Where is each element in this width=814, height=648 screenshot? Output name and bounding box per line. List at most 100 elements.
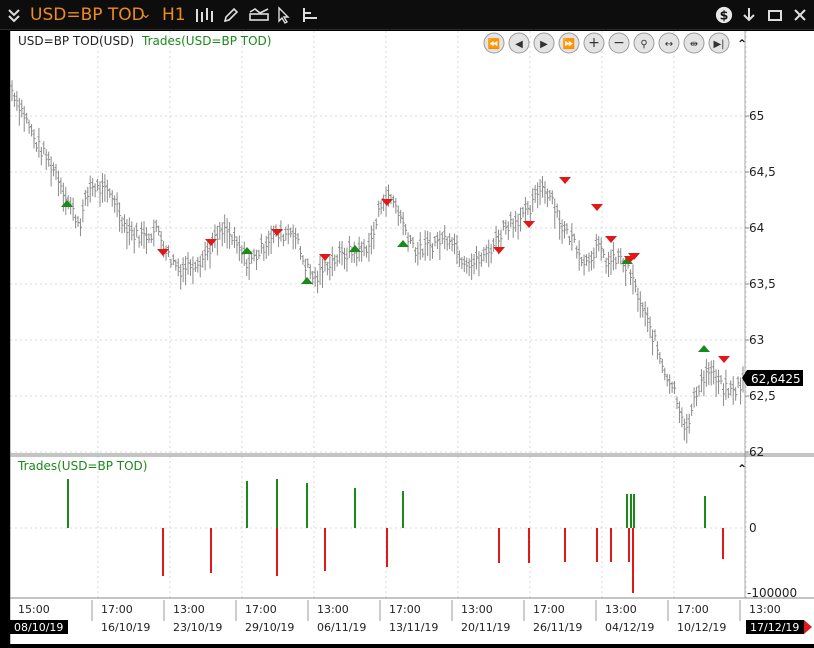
buy-marker[interactable] [698,345,710,352]
price-bar [179,264,183,290]
price-bar [709,360,713,386]
x-date-label-current: 17/12/19 [750,621,799,634]
price-bar [685,413,689,444]
price-bar [673,381,677,394]
price-bar [543,181,547,204]
price-bar [702,370,706,397]
price-bar [267,230,271,256]
price-bar [176,258,180,277]
collapse-subpanel-icon[interactable]: ⌃ [737,462,747,476]
download-arrow-icon[interactable] [741,6,757,24]
first-icon[interactable]: ⏪ [483,32,505,54]
price-bar [17,97,21,126]
price-bar [220,222,224,247]
price-chart[interactable]: USD=BP TOD(USD) Trades(USD=BP TOD) Trade… [9,31,814,644]
chevron-down-icon[interactable] [6,6,22,24]
price-bar [394,198,398,214]
price-bar [88,175,92,203]
price-bar [245,259,249,276]
price-bar [10,80,14,102]
price-bar [206,242,210,261]
price-bar [338,241,342,264]
price-bar [570,223,574,251]
price-bar [132,227,136,254]
price-bar [113,195,117,213]
sell-marker[interactable] [271,229,283,236]
zoom-fit-icon[interactable]: ⚲ [633,32,655,54]
buy-marker[interactable] [349,245,361,252]
price-bar [330,246,334,277]
price-bar [223,214,227,244]
price-bar [663,367,667,381]
price-bar [616,248,620,264]
buy-marker[interactable] [397,240,409,247]
price-bar [668,374,672,394]
x-date-label: 13/11/19 [389,621,438,634]
layout-icon[interactable] [300,6,320,24]
sell-marker[interactable] [718,356,730,363]
prev-icon[interactable]: ◀ [508,32,530,54]
next-icon[interactable]: ▶ [533,32,555,54]
last-icon[interactable]: ⏩ [558,32,580,54]
price-bar [333,254,337,272]
price-bar [477,251,481,277]
price-bar [399,209,403,224]
collapse-panel-icon[interactable]: ⌃ [737,37,747,51]
buy-marker[interactable] [301,277,313,284]
buy-marker[interactable] [61,200,73,207]
price-bar [548,189,552,201]
timeframe-label[interactable]: H1 [162,5,186,25]
symbol-dropdown-icon[interactable]: ⌄ [140,6,152,22]
price-bar [127,217,131,246]
end-icon[interactable]: ▶| [708,32,730,54]
price-bar [64,186,68,215]
sell-marker[interactable] [628,253,640,260]
price-bar [237,235,241,262]
zoom-in-icon[interactable]: + [583,32,605,54]
x-time-label: 13:00 [605,603,637,616]
price-bar [699,369,703,393]
price-bar [670,381,674,393]
expand-icon[interactable]: ↔ [658,32,680,54]
price-bar [96,178,100,191]
price-bar [538,179,542,206]
sell-marker[interactable] [559,177,571,184]
sell-marker[interactable] [381,199,393,206]
price-bar [585,254,589,266]
buy-marker[interactable] [241,247,253,254]
price-bar [320,258,324,289]
sell-marker[interactable] [319,254,331,261]
price-bar [648,316,652,339]
maximize-icon[interactable] [767,6,783,24]
price-bar [401,212,405,236]
price-bar [609,249,613,275]
close-icon[interactable] [792,6,808,24]
sell-marker[interactable] [493,247,505,254]
price-bar [619,248,623,265]
sell-marker[interactable] [591,204,603,211]
pencil-icon[interactable] [222,6,240,24]
sell-marker[interactable] [605,236,617,243]
sell-marker[interactable] [523,221,535,228]
last-price-tag: 62,6425 [742,370,803,386]
price-bar [281,233,285,247]
price-bar [188,259,192,276]
compress-icon[interactable]: ⇹ [683,32,705,54]
price-bar [455,234,459,265]
dollar-icon[interactable]: $ [714,6,734,24]
chart-canvas[interactable]: USD=BP TOD(USD) Trades(USD=BP TOD) Trade… [9,31,814,644]
sell-marker[interactable] [157,249,169,256]
sell-marker[interactable] [205,239,217,246]
cursor-icon[interactable] [276,6,292,24]
candlestick-chart-icon[interactable] [194,6,216,24]
symbol-label[interactable]: USD=BP TOD [30,5,145,25]
price-bar [262,243,266,261]
price-bar [171,254,175,265]
price-bar [587,252,591,272]
price-bar [291,224,295,250]
zoom-out-icon[interactable]: − [608,32,630,54]
price-bar [37,127,41,158]
indicator-icon[interactable] [248,6,270,24]
price-bar [506,221,510,241]
price-bar [567,235,571,246]
